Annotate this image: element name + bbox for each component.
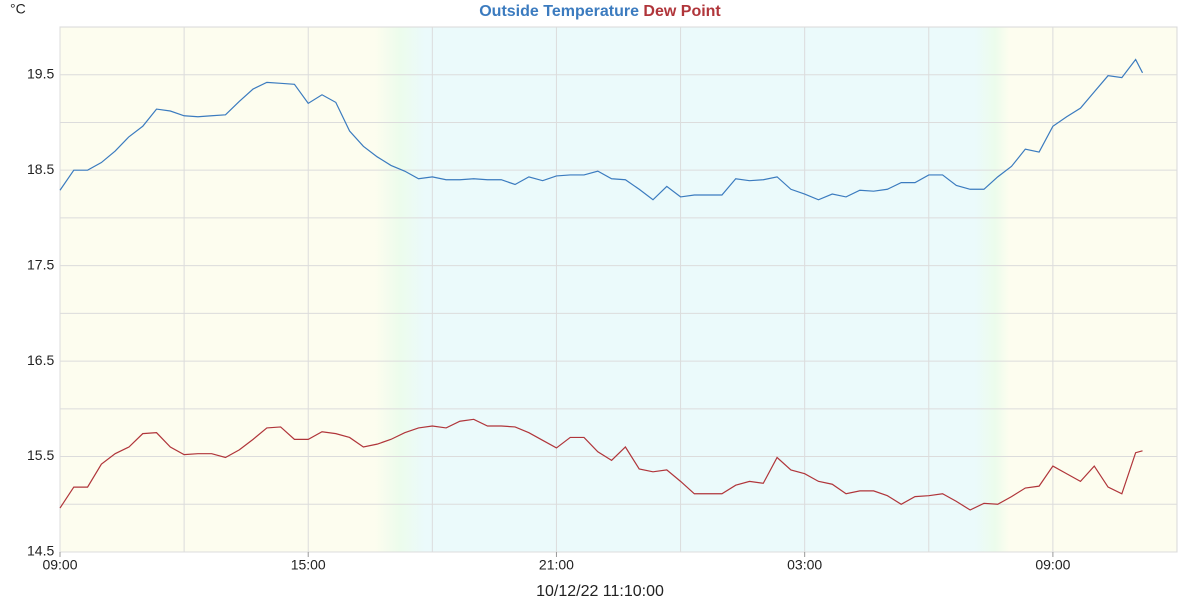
x-tick-label: 21:00	[539, 557, 574, 573]
y-tick-label: 17.5	[27, 256, 54, 272]
x-axis-label: 10/12/22 11:10:00	[536, 583, 664, 600]
x-tick-label: 03:00	[787, 557, 822, 573]
y-tick-label: 16.5	[27, 352, 54, 368]
y-tick-label: 18.5	[27, 161, 54, 177]
legend-entry: Outside Temperature	[479, 3, 639, 20]
legend-entry: Dew Point	[643, 3, 721, 20]
x-tick-label: 09:00	[1035, 557, 1070, 573]
series-line	[59, 418, 1143, 511]
series-line	[59, 58, 1144, 201]
legend: Outside Temperature Dew Point	[479, 3, 721, 20]
y-tick-label: 19.5	[27, 65, 54, 81]
plot-area	[59, 26, 1178, 553]
y-tick-label: 15.5	[27, 447, 54, 463]
x-tick-label: 09:00	[42, 557, 77, 573]
y-unit: °C	[10, 1, 26, 17]
y-tick-label: 14.5	[27, 543, 54, 559]
x-tick-label: 15:00	[291, 557, 326, 573]
